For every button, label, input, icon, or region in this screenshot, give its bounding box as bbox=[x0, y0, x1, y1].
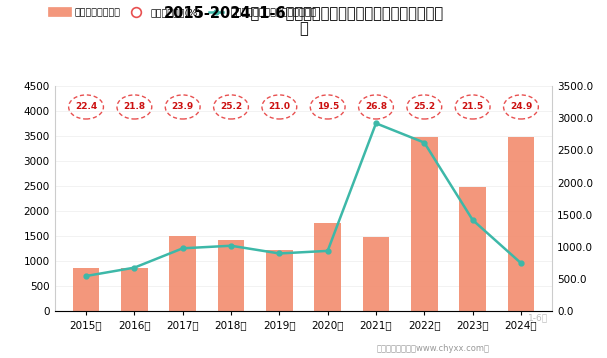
Text: 制图：智研咨询（www.chyxx.com）: 制图：智研咨询（www.chyxx.com） bbox=[376, 344, 489, 353]
Bar bbox=[121, 268, 148, 311]
Bar bbox=[459, 187, 486, 311]
Text: 19.5: 19.5 bbox=[316, 102, 339, 111]
Legend: 亏损企业数（个）, 亏损企业占比(%), 亏损企业亏损总额累计值（亿元）: 亏损企业数（个）, 亏损企业占比(%), 亏损企业亏损总额累计值（亿元） bbox=[49, 5, 320, 21]
Bar bbox=[411, 136, 438, 311]
Bar bbox=[507, 136, 534, 311]
Text: 21.0: 21.0 bbox=[268, 102, 290, 111]
Bar bbox=[266, 250, 293, 311]
Text: 1-6月: 1-6月 bbox=[528, 313, 548, 322]
Text: 2015-2024年1-6月电力、热力生产和供应业亏损企业统计: 2015-2024年1-6月电力、热力生产和供应业亏损企业统计 bbox=[163, 5, 444, 20]
Text: 24.9: 24.9 bbox=[510, 102, 532, 111]
Bar bbox=[169, 236, 196, 311]
Bar bbox=[73, 268, 100, 311]
Text: 22.4: 22.4 bbox=[75, 102, 97, 111]
Text: 21.5: 21.5 bbox=[461, 102, 484, 111]
Text: 26.8: 26.8 bbox=[365, 102, 387, 111]
Text: 21.8: 21.8 bbox=[123, 102, 146, 111]
Bar bbox=[218, 240, 244, 311]
Text: 23.9: 23.9 bbox=[172, 102, 194, 111]
Bar bbox=[314, 223, 341, 311]
Text: 25.2: 25.2 bbox=[220, 102, 242, 111]
Bar bbox=[363, 237, 389, 311]
Text: 图: 图 bbox=[299, 21, 308, 37]
Text: 25.2: 25.2 bbox=[413, 102, 435, 111]
